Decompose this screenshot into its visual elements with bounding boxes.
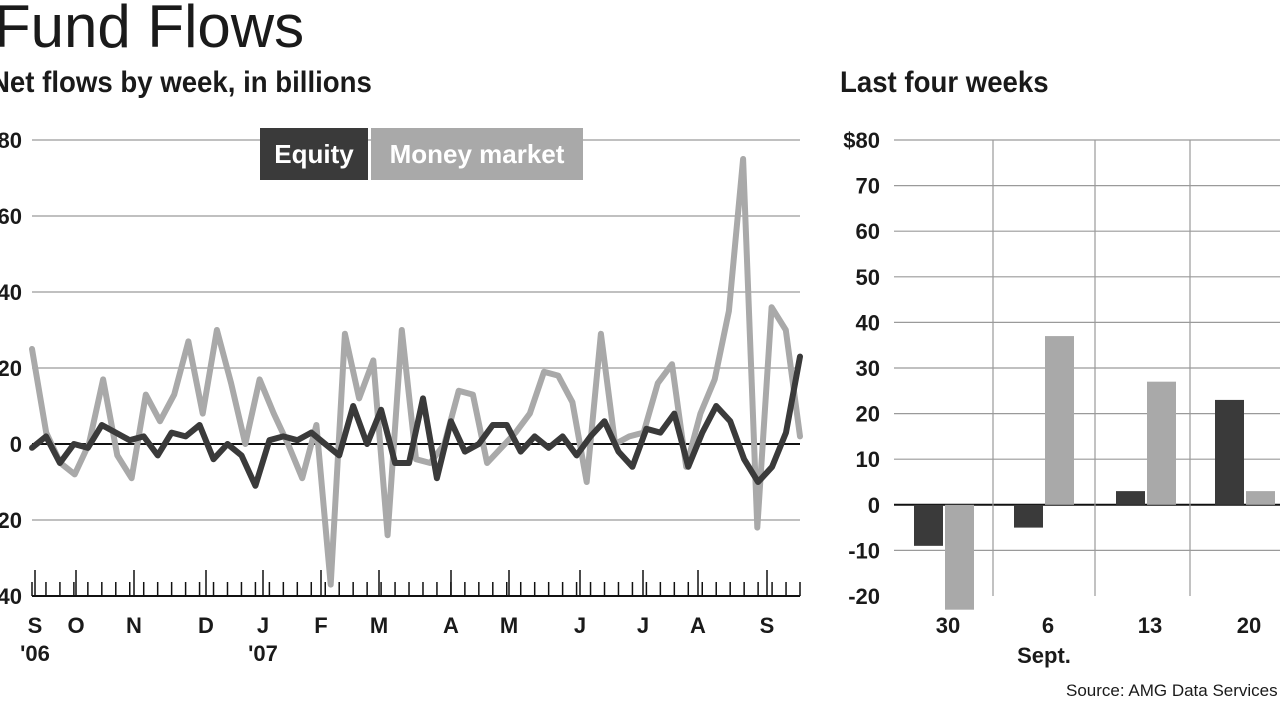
x-category-label: 30: [936, 613, 960, 638]
x-year-label: '07: [248, 641, 278, 666]
legend-label-money-market: Money market: [390, 139, 565, 169]
x-category-label: 13: [1138, 613, 1162, 638]
bar-money-market: [1147, 381, 1176, 505]
x-month-label: A: [443, 613, 459, 638]
y-tick-label: 70: [856, 174, 880, 199]
x-category-label: 6: [1042, 613, 1054, 638]
x-month-label: J: [637, 613, 649, 638]
y-tick-label: $80: [843, 128, 880, 153]
x-month-label: M: [500, 613, 518, 638]
x-month-label: M: [370, 613, 388, 638]
y-tick-label: 20: [0, 356, 22, 381]
x-month-label: F: [314, 613, 327, 638]
source-note: Source: AMG Data Services: [1066, 681, 1278, 700]
bar-chart-subtitle: Last four weeks: [840, 66, 1049, 99]
y-tick-label: -10: [848, 538, 880, 563]
y-tick-label: 40: [856, 310, 880, 335]
y-tick-label: 0: [10, 432, 22, 457]
equity-series-line: [29, 353, 803, 489]
y-tick-label: 50: [856, 265, 880, 290]
bar-equity: [914, 504, 943, 546]
y-tick-label: 20: [856, 402, 880, 427]
money-market-series-line: [29, 156, 803, 588]
legend-label-equity: Equity: [274, 139, 354, 169]
line-chart-subtitle: Net flows by week, in billions: [0, 66, 372, 99]
x-month-label: S: [28, 613, 43, 638]
x-category-sublabel: Sept.: [1017, 643, 1071, 668]
x-month-label: O: [67, 613, 84, 638]
x-month-label: J: [257, 613, 269, 638]
x-month-label: S: [760, 613, 775, 638]
bar-money-market: [945, 504, 974, 610]
y-tick-label: 30: [856, 356, 880, 381]
x-month-label: J: [574, 613, 586, 638]
x-year-label: '06: [20, 641, 50, 666]
x-month-label: N: [126, 613, 142, 638]
last-four-weeks-bar-chart: $80 70 60 50 40 30 20 10 0 -10 -20 30 6 13 20 Sept.: [843, 128, 1280, 668]
y-tick-label: 0: [868, 493, 880, 518]
y-tick-label: 60: [0, 204, 22, 229]
bar-money-market: [1246, 491, 1275, 505]
x-month-label: D: [198, 613, 214, 638]
bar-equity: [1014, 504, 1043, 528]
y-tick-label: 60: [856, 219, 880, 244]
y-tick-label: -20: [848, 584, 880, 609]
bar-equity: [1215, 399, 1244, 505]
legend-swatch-money-market: [371, 128, 583, 180]
bar-money-market: [1045, 336, 1074, 505]
y-tick-label: $80: [0, 128, 22, 153]
x-month-label: A: [690, 613, 706, 638]
weekly-flows-line-chart: $806040200-20-40SONDJFMAMJJAS'06'07Equit…: [0, 128, 803, 666]
y-tick-label: -40: [0, 584, 22, 609]
y-tick-label: 40: [0, 280, 22, 305]
x-category-label: 20: [1237, 613, 1261, 638]
y-tick-label: 10: [856, 447, 880, 472]
bar-equity: [1116, 491, 1145, 505]
y-tick-label: -20: [0, 508, 22, 533]
legend-swatch-equity: [260, 128, 368, 180]
page-title: Fund Flows: [0, 0, 305, 60]
